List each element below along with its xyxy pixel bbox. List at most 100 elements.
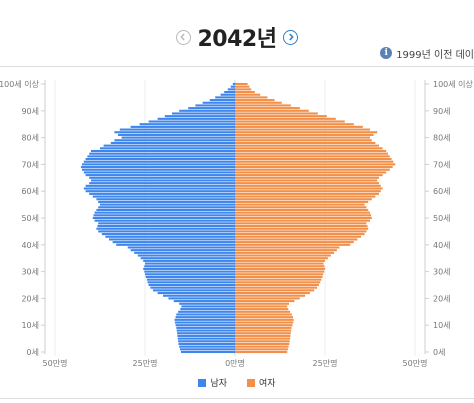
- y-tick-label-left: 50세: [21, 214, 39, 223]
- bottom-divider: [0, 398, 474, 399]
- bar-female-age-53: [235, 208, 369, 212]
- bar-female-age-16: [235, 308, 289, 311]
- bar-female-age-96: [235, 93, 261, 96]
- bar-male-age-52: [94, 211, 235, 214]
- bar-female-age-42: [235, 238, 358, 241]
- y-tick-label-left: 90세: [21, 107, 39, 116]
- y-tick-label-right: 100세 이상: [433, 79, 474, 89]
- bar-male-age-56: [98, 200, 235, 203]
- bar-female-age-30: [235, 270, 325, 273]
- bar-female-age-87: [235, 117, 336, 120]
- bar-female-age-7: [235, 332, 291, 335]
- legend-swatch-male: [198, 378, 207, 387]
- bar-male-age-4: [178, 340, 235, 343]
- bar-male-age-5: [177, 337, 235, 340]
- bar-male-age-31: [143, 267, 235, 270]
- bar-male-age-95: [215, 96, 235, 99]
- bar-female-age-52: [235, 211, 370, 214]
- bar-male-age-7: [177, 332, 235, 335]
- y-tick-label-right: 10세: [433, 321, 451, 330]
- info-icon[interactable]: i: [380, 47, 393, 59]
- bar-male-age-63: [89, 182, 235, 185]
- y-tick-label-right: 30세: [433, 268, 451, 277]
- bar-male-age-94: [209, 99, 235, 102]
- bar-female-age-22: [235, 291, 310, 295]
- bar-male-age-27: [146, 278, 235, 281]
- bar-male-age-32: [144, 265, 235, 268]
- next-year-button[interactable]: [283, 29, 299, 45]
- bar-male-age-3: [178, 342, 235, 346]
- bar-female-age-14: [235, 313, 292, 316]
- y-tick-label-right: 80세: [433, 134, 451, 143]
- bar-female-age-3: [235, 342, 290, 346]
- y-tick-label-left: 20세: [21, 294, 39, 303]
- bar-female-age-64: [235, 179, 378, 182]
- legend-item-male[interactable]: 남자: [198, 376, 227, 389]
- y-tick-label-left: 70세: [21, 160, 39, 169]
- bar-female-age-36: [235, 254, 331, 257]
- y-tick-label-right: 40세: [433, 241, 451, 250]
- bar-male-age-67: [83, 171, 235, 174]
- bar-female-age-68: [235, 168, 390, 171]
- bar-male-age-33: [145, 262, 235, 265]
- y-tick-label-left: 40세: [21, 241, 39, 250]
- y-tick-label-left: 10세: [21, 321, 39, 330]
- bar-female-age-60: [235, 190, 381, 193]
- bar-male-age-44: [101, 233, 235, 236]
- bar-male-age-53: [96, 208, 236, 212]
- x-tick-label: 25만명: [133, 358, 158, 368]
- bar-female-age-37: [235, 251, 334, 254]
- bar-female-age-48: [235, 222, 367, 225]
- bar-male-age-92: [195, 104, 235, 107]
- bar-female-age-5: [235, 337, 291, 340]
- bar-male-age-51: [93, 214, 236, 217]
- bar-female-age-0: [235, 350, 288, 354]
- bar-female-age-43: [235, 235, 361, 238]
- bar-female-age-89: [235, 112, 318, 115]
- bar-female-age-78: [235, 141, 376, 145]
- bar-male-age-89: [172, 112, 235, 115]
- y-tick-label-left: 80세: [21, 134, 39, 143]
- bar-female-age-29: [235, 273, 324, 276]
- header-divider: [0, 66, 474, 67]
- prev-year-button[interactable]: [175, 29, 191, 45]
- y-tick-label-right: 90세: [433, 107, 451, 116]
- bar-female-age-9: [235, 326, 292, 329]
- bar-male-age-0: [181, 350, 235, 354]
- bar-male-age-57: [96, 198, 236, 201]
- bar-male-age-60: [85, 190, 235, 193]
- bar-female-age-46: [235, 227, 369, 230]
- bar-male-age-100+: [232, 82, 235, 86]
- bar-female-age-44: [235, 233, 365, 236]
- bar-male-age-61: [83, 187, 235, 190]
- bar-male-age-9: [176, 326, 235, 329]
- legend-swatch-female: [247, 378, 255, 387]
- bar-female-age-72: [235, 157, 392, 161]
- bar-male-age-72: [85, 157, 235, 161]
- bar-male-age-28: [145, 275, 235, 279]
- bar-male-age-55: [100, 203, 235, 206]
- bar-female-age-4: [235, 340, 290, 343]
- bar-female-age-49: [235, 219, 370, 222]
- bar-male-age-12: [174, 318, 235, 321]
- bar-male-age-99: [230, 85, 235, 88]
- info-note: i 1999년 이전 데이: [380, 45, 474, 61]
- y-tick-label-left: 60세: [21, 187, 39, 196]
- bar-female-age-69: [235, 166, 393, 169]
- bar-male-age-49: [94, 219, 235, 222]
- bar-female-age-17: [235, 305, 288, 308]
- bar-female-age-93: [235, 101, 282, 104]
- legend-item-female[interactable]: 여자: [247, 376, 276, 389]
- bar-female-age-77: [235, 144, 379, 147]
- bar-male-age-81: [118, 133, 235, 136]
- bar-female-age-50: [235, 216, 372, 220]
- bar-female-age-90: [235, 109, 309, 112]
- y-tick-label-left: 30세: [21, 268, 39, 277]
- bar-female-age-71: [235, 160, 394, 163]
- bar-female-age-99: [235, 85, 250, 88]
- bar-female-age-88: [235, 115, 327, 118]
- bar-female-age-34: [235, 259, 325, 262]
- bar-male-age-78: [110, 141, 235, 145]
- bar-male-age-38: [130, 249, 235, 252]
- header: 2042년 i 1999년 이전 데이: [0, 0, 474, 66]
